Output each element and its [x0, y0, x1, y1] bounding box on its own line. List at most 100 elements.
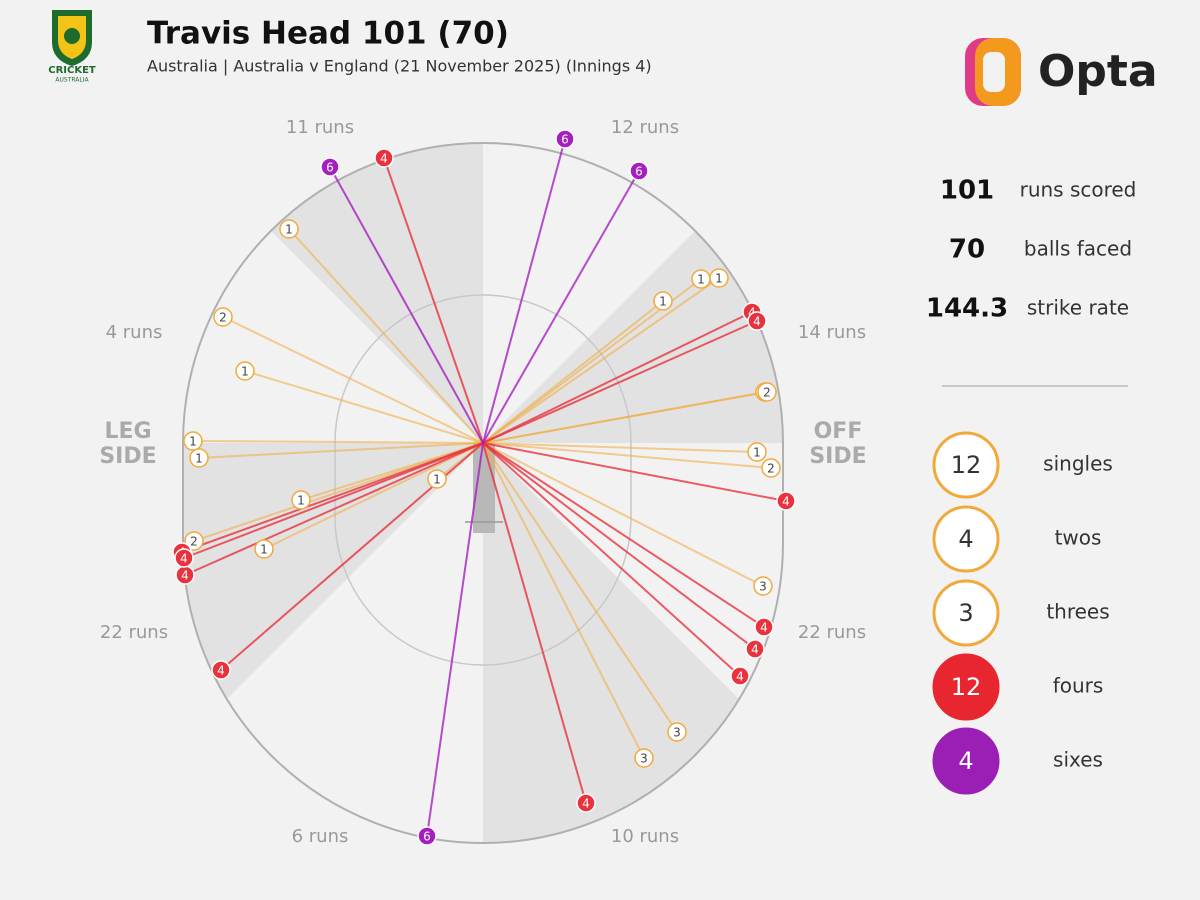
shot-runs: 1 [297, 494, 305, 508]
shot-line [263, 442, 484, 550]
shot-marker [747, 442, 767, 462]
legend-label: twos [1055, 526, 1102, 550]
shot-line [192, 440, 484, 444]
shot-marker [213, 307, 233, 327]
shot-marker [279, 219, 299, 239]
sector-label: 14 runs [798, 322, 866, 343]
legend-count: 12 [951, 673, 982, 701]
shot-marker [730, 666, 750, 686]
shot-marker [183, 431, 203, 451]
shot-runs: 4 [180, 552, 188, 566]
sector-label: 22 runs [798, 622, 866, 643]
logo-text: AUSTRALIA [55, 77, 89, 84]
shot-marker [761, 458, 781, 478]
shot-line [482, 442, 758, 453]
stat-value: 144.3 [926, 294, 1008, 324]
shot-runs: 4 [380, 152, 388, 166]
shot-runs: 2 [763, 386, 771, 400]
shot-line [288, 228, 484, 444]
subtitle: Australia | Australia v England (21 Nove… [147, 57, 652, 76]
sector-label: 22 runs [100, 622, 168, 643]
shot-marker [629, 161, 649, 181]
stat-value: 70 [949, 235, 985, 265]
legend-count: 3 [958, 599, 973, 627]
shot-runs: 1 [285, 223, 293, 237]
stat-label: strike rate [1027, 296, 1129, 320]
shot-line [482, 442, 764, 587]
stat-label: runs scored [1020, 178, 1137, 202]
title: Travis Head 101 (70) [147, 16, 509, 52]
shot-line [244, 370, 484, 444]
legend-marker [932, 431, 1000, 499]
shot-line [482, 138, 566, 444]
stat-value: 101 [940, 176, 994, 206]
shot-runs: 2 [219, 311, 227, 325]
shot-line [482, 170, 640, 444]
shot-line [482, 442, 787, 502]
boundary [182, 142, 784, 844]
shot-marker [211, 660, 231, 680]
shot-line [183, 442, 484, 559]
brand-logo: Opta [965, 38, 1158, 106]
sector-label: 4 runs [106, 322, 163, 343]
shot-marker [753, 576, 773, 596]
shot-line [193, 442, 484, 542]
sector-label: 11 runs [286, 117, 354, 138]
shot-marker [374, 148, 394, 168]
shot-runs: 2 [767, 462, 775, 476]
shot-runs: 1 [195, 452, 203, 466]
shot-marker [174, 548, 194, 568]
shot-marker [653, 291, 673, 311]
shot-line [383, 157, 484, 444]
logo-text: CRICKET [48, 65, 96, 76]
legend-label: sixes [1053, 748, 1103, 772]
shot-marker [417, 826, 437, 846]
shots: 11111111111122223334444444444446666 [172, 129, 796, 846]
shot-marker [555, 129, 575, 149]
shot-line [222, 316, 484, 444]
shot-runs: 4 [748, 306, 756, 320]
legend-label: fours [1053, 674, 1104, 698]
shot-line [426, 442, 484, 837]
shot-line [482, 391, 768, 444]
shot-runs: 1 [260, 543, 268, 557]
shot-marker [747, 311, 767, 331]
inner-circle [334, 294, 632, 666]
shot-marker [184, 531, 204, 551]
shot-runs: 3 [673, 726, 681, 740]
sector-label: 12 runs [611, 117, 679, 138]
shot-marker [235, 361, 255, 381]
shot-runs: 2 [190, 535, 198, 549]
legend-count: 4 [958, 525, 973, 553]
shot-line [482, 320, 758, 444]
brand: Opta [1038, 46, 1158, 97]
shot-line [198, 442, 484, 459]
shot-marker [189, 448, 209, 468]
shot-runs: 1 [715, 272, 723, 286]
legend-marker [932, 653, 1000, 721]
shot-runs: 4 [760, 621, 768, 635]
shot-runs: 1 [241, 365, 249, 379]
shot-line [482, 442, 645, 759]
shot-runs: 1 [697, 273, 705, 287]
shot-line [482, 277, 720, 444]
shot-runs: 6 [635, 165, 643, 179]
shot-runs: 4 [753, 315, 761, 329]
shot-marker [667, 722, 687, 742]
shot-runs: 4 [217, 664, 225, 678]
shot-runs: 6 [326, 161, 334, 175]
shot-runs: 1 [753, 446, 761, 460]
shot-line [482, 442, 772, 469]
sector-label: 10 runs [611, 826, 679, 847]
side-label: SIDE [99, 444, 156, 469]
shot-marker [254, 539, 274, 559]
side-label: OFF [814, 419, 863, 444]
shot-marker [754, 617, 774, 637]
shot-marker [776, 491, 796, 511]
shot-line [482, 442, 678, 733]
shot-runs: 4 [751, 643, 759, 657]
shot-runs: 1 [433, 473, 441, 487]
shot-runs: 1 [189, 435, 197, 449]
shot-line [482, 442, 741, 677]
shot-runs: 6 [423, 830, 431, 844]
